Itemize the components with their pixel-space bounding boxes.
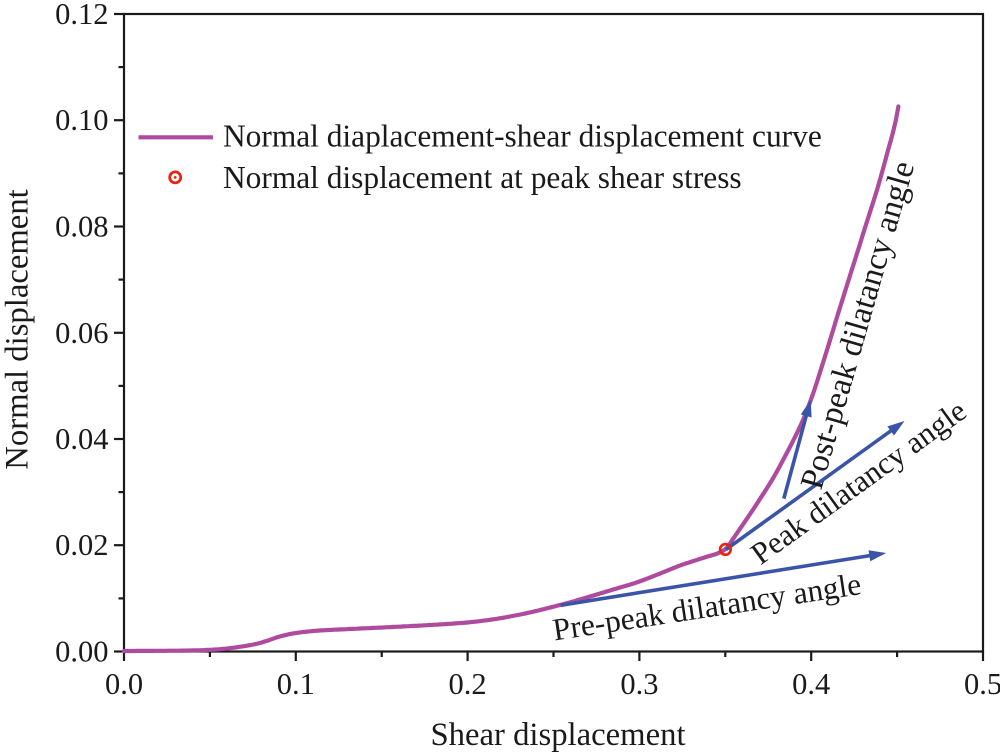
svg-text:0.3: 0.3 xyxy=(620,667,658,701)
svg-text:0.2: 0.2 xyxy=(449,667,487,701)
svg-text:0.10: 0.10 xyxy=(55,103,108,137)
svg-text:0.1: 0.1 xyxy=(277,667,315,701)
svg-text:Normal diaplacement-shear disp: Normal diaplacement-shear displacement c… xyxy=(223,119,822,154)
svg-text:0.00: 0.00 xyxy=(55,635,108,669)
svg-text:0.4: 0.4 xyxy=(792,667,830,701)
svg-text:0.02: 0.02 xyxy=(55,528,108,562)
svg-text:0.12: 0.12 xyxy=(55,0,108,31)
svg-text:0.0: 0.0 xyxy=(105,667,143,701)
svg-text:0.5: 0.5 xyxy=(964,667,1000,701)
svg-text:Shear displacement: Shear displacement xyxy=(430,717,685,752)
svg-text:0.06: 0.06 xyxy=(55,316,108,350)
svg-text:Normal displacement at peak sh: Normal displacement at peak shear stress xyxy=(223,160,742,195)
svg-text:0.08: 0.08 xyxy=(55,210,108,244)
svg-text:0.04: 0.04 xyxy=(55,422,108,456)
svg-text:Normal displacement: Normal displacement xyxy=(0,189,36,469)
